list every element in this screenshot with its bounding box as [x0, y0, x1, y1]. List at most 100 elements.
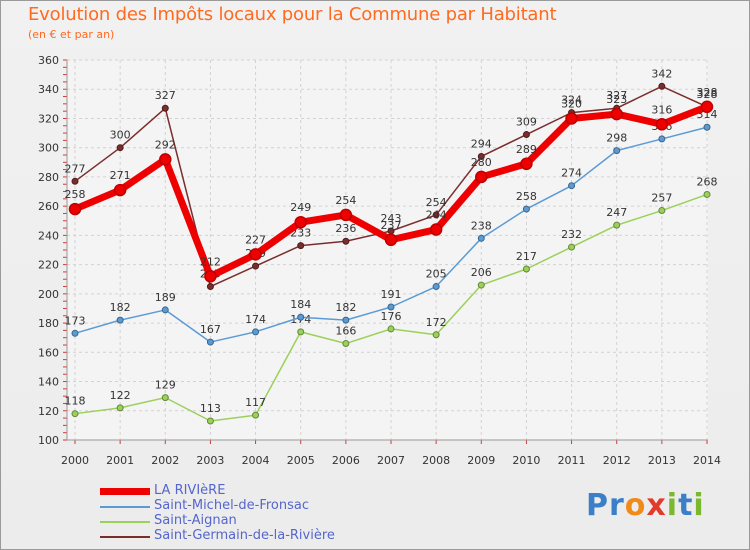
data-point [161, 394, 169, 402]
data-label: 166 [335, 325, 356, 338]
data-point [384, 233, 398, 247]
data-label: 328 [697, 86, 718, 99]
data-point [658, 135, 666, 143]
data-point [297, 313, 305, 321]
data-label: 328 [697, 88, 718, 101]
data-label: 274 [561, 167, 582, 180]
data-label: 300 [110, 129, 131, 142]
data-label: 294 [471, 137, 492, 150]
legend-label: Saint-Aignan [154, 513, 237, 528]
data-point [568, 182, 576, 190]
data-label: 298 [606, 132, 627, 145]
data-label: 212 [200, 255, 221, 268]
data-point [339, 208, 353, 222]
data-point [249, 248, 262, 261]
data-point [206, 283, 214, 291]
data-point [477, 234, 485, 242]
y-tick-label: 340 [38, 83, 59, 96]
data-point [206, 417, 214, 425]
data-point [565, 112, 578, 125]
legend-label: LA RIVIèRE [154, 483, 226, 498]
data-point [658, 207, 666, 215]
data-point [387, 325, 395, 333]
data-label: 258 [516, 190, 537, 203]
data-label: 217 [516, 250, 537, 263]
data-point [206, 338, 214, 346]
data-label: 173 [65, 314, 86, 327]
data-label: 280 [471, 156, 492, 169]
data-label: 182 [110, 301, 131, 314]
y-tick-label: 220 [38, 259, 59, 272]
y-tick-label: 120 [38, 405, 59, 418]
x-tick-label: 2006 [332, 454, 360, 467]
x-tick-label: 2004 [242, 454, 270, 467]
data-label: 227 [245, 233, 266, 246]
data-label: 205 [426, 268, 447, 281]
logo-letter: i [666, 488, 679, 523]
data-point [477, 281, 485, 289]
x-tick-label: 2007 [377, 454, 405, 467]
data-label: 206 [471, 266, 492, 279]
data-label: 327 [606, 89, 627, 102]
data-point [159, 153, 172, 166]
data-label: 174 [245, 313, 266, 326]
data-label: 176 [381, 310, 402, 323]
logo-letter: o [624, 488, 647, 523]
x-tick-label: 2001 [106, 454, 134, 467]
y-tick-label: 100 [38, 434, 59, 447]
data-label: 184 [290, 298, 311, 311]
y-tick-label: 320 [38, 112, 59, 125]
data-point [116, 144, 124, 152]
data-point [703, 123, 711, 131]
data-label: 323 [606, 93, 627, 106]
data-label: 238 [471, 219, 492, 232]
data-label: 237 [381, 219, 402, 232]
data-point [432, 283, 440, 291]
data-point [387, 303, 395, 311]
y-tick-label: 180 [38, 317, 59, 330]
legend-swatch [100, 521, 150, 523]
y-tick-label: 160 [38, 346, 59, 359]
data-label: 254 [426, 196, 447, 209]
data-point [658, 82, 666, 90]
data-label: 191 [381, 288, 402, 301]
data-point [703, 190, 711, 198]
data-point [113, 183, 127, 197]
data-point [71, 329, 79, 337]
data-point [520, 157, 533, 171]
data-label: 324 [561, 94, 582, 107]
legend-label: Saint-Germain-de-la-Rivière [154, 528, 335, 543]
data-point [252, 262, 260, 270]
logo-letter: x [646, 488, 667, 523]
data-point [568, 243, 576, 251]
data-point [294, 215, 307, 229]
data-label: 236 [335, 222, 356, 235]
logo-letter: P [586, 488, 609, 523]
data-label: 244 [426, 209, 447, 222]
legend-swatch [100, 536, 150, 538]
data-label: 182 [335, 301, 356, 314]
data-label: 254 [335, 194, 356, 207]
data-point [252, 411, 260, 419]
x-tick-label: 2012 [603, 454, 631, 467]
plot-area [67, 60, 708, 440]
data-label: 113 [200, 402, 221, 415]
data-point [161, 306, 169, 314]
data-label: 243 [381, 212, 402, 225]
data-point [613, 147, 621, 155]
x-tick-label: 2002 [151, 454, 179, 467]
data-label: 249 [290, 201, 311, 214]
data-point [522, 205, 530, 213]
data-label: 118 [65, 395, 86, 408]
data-point [432, 331, 440, 339]
y-tick-label: 240 [38, 229, 59, 242]
data-point [71, 177, 79, 185]
data-point [655, 118, 669, 131]
data-label: 257 [651, 192, 672, 205]
y-tick-label: 260 [38, 200, 59, 213]
data-point [116, 404, 124, 412]
data-label: 172 [426, 316, 447, 329]
data-point [161, 104, 169, 112]
data-label: 117 [245, 396, 266, 409]
data-point [116, 316, 124, 324]
